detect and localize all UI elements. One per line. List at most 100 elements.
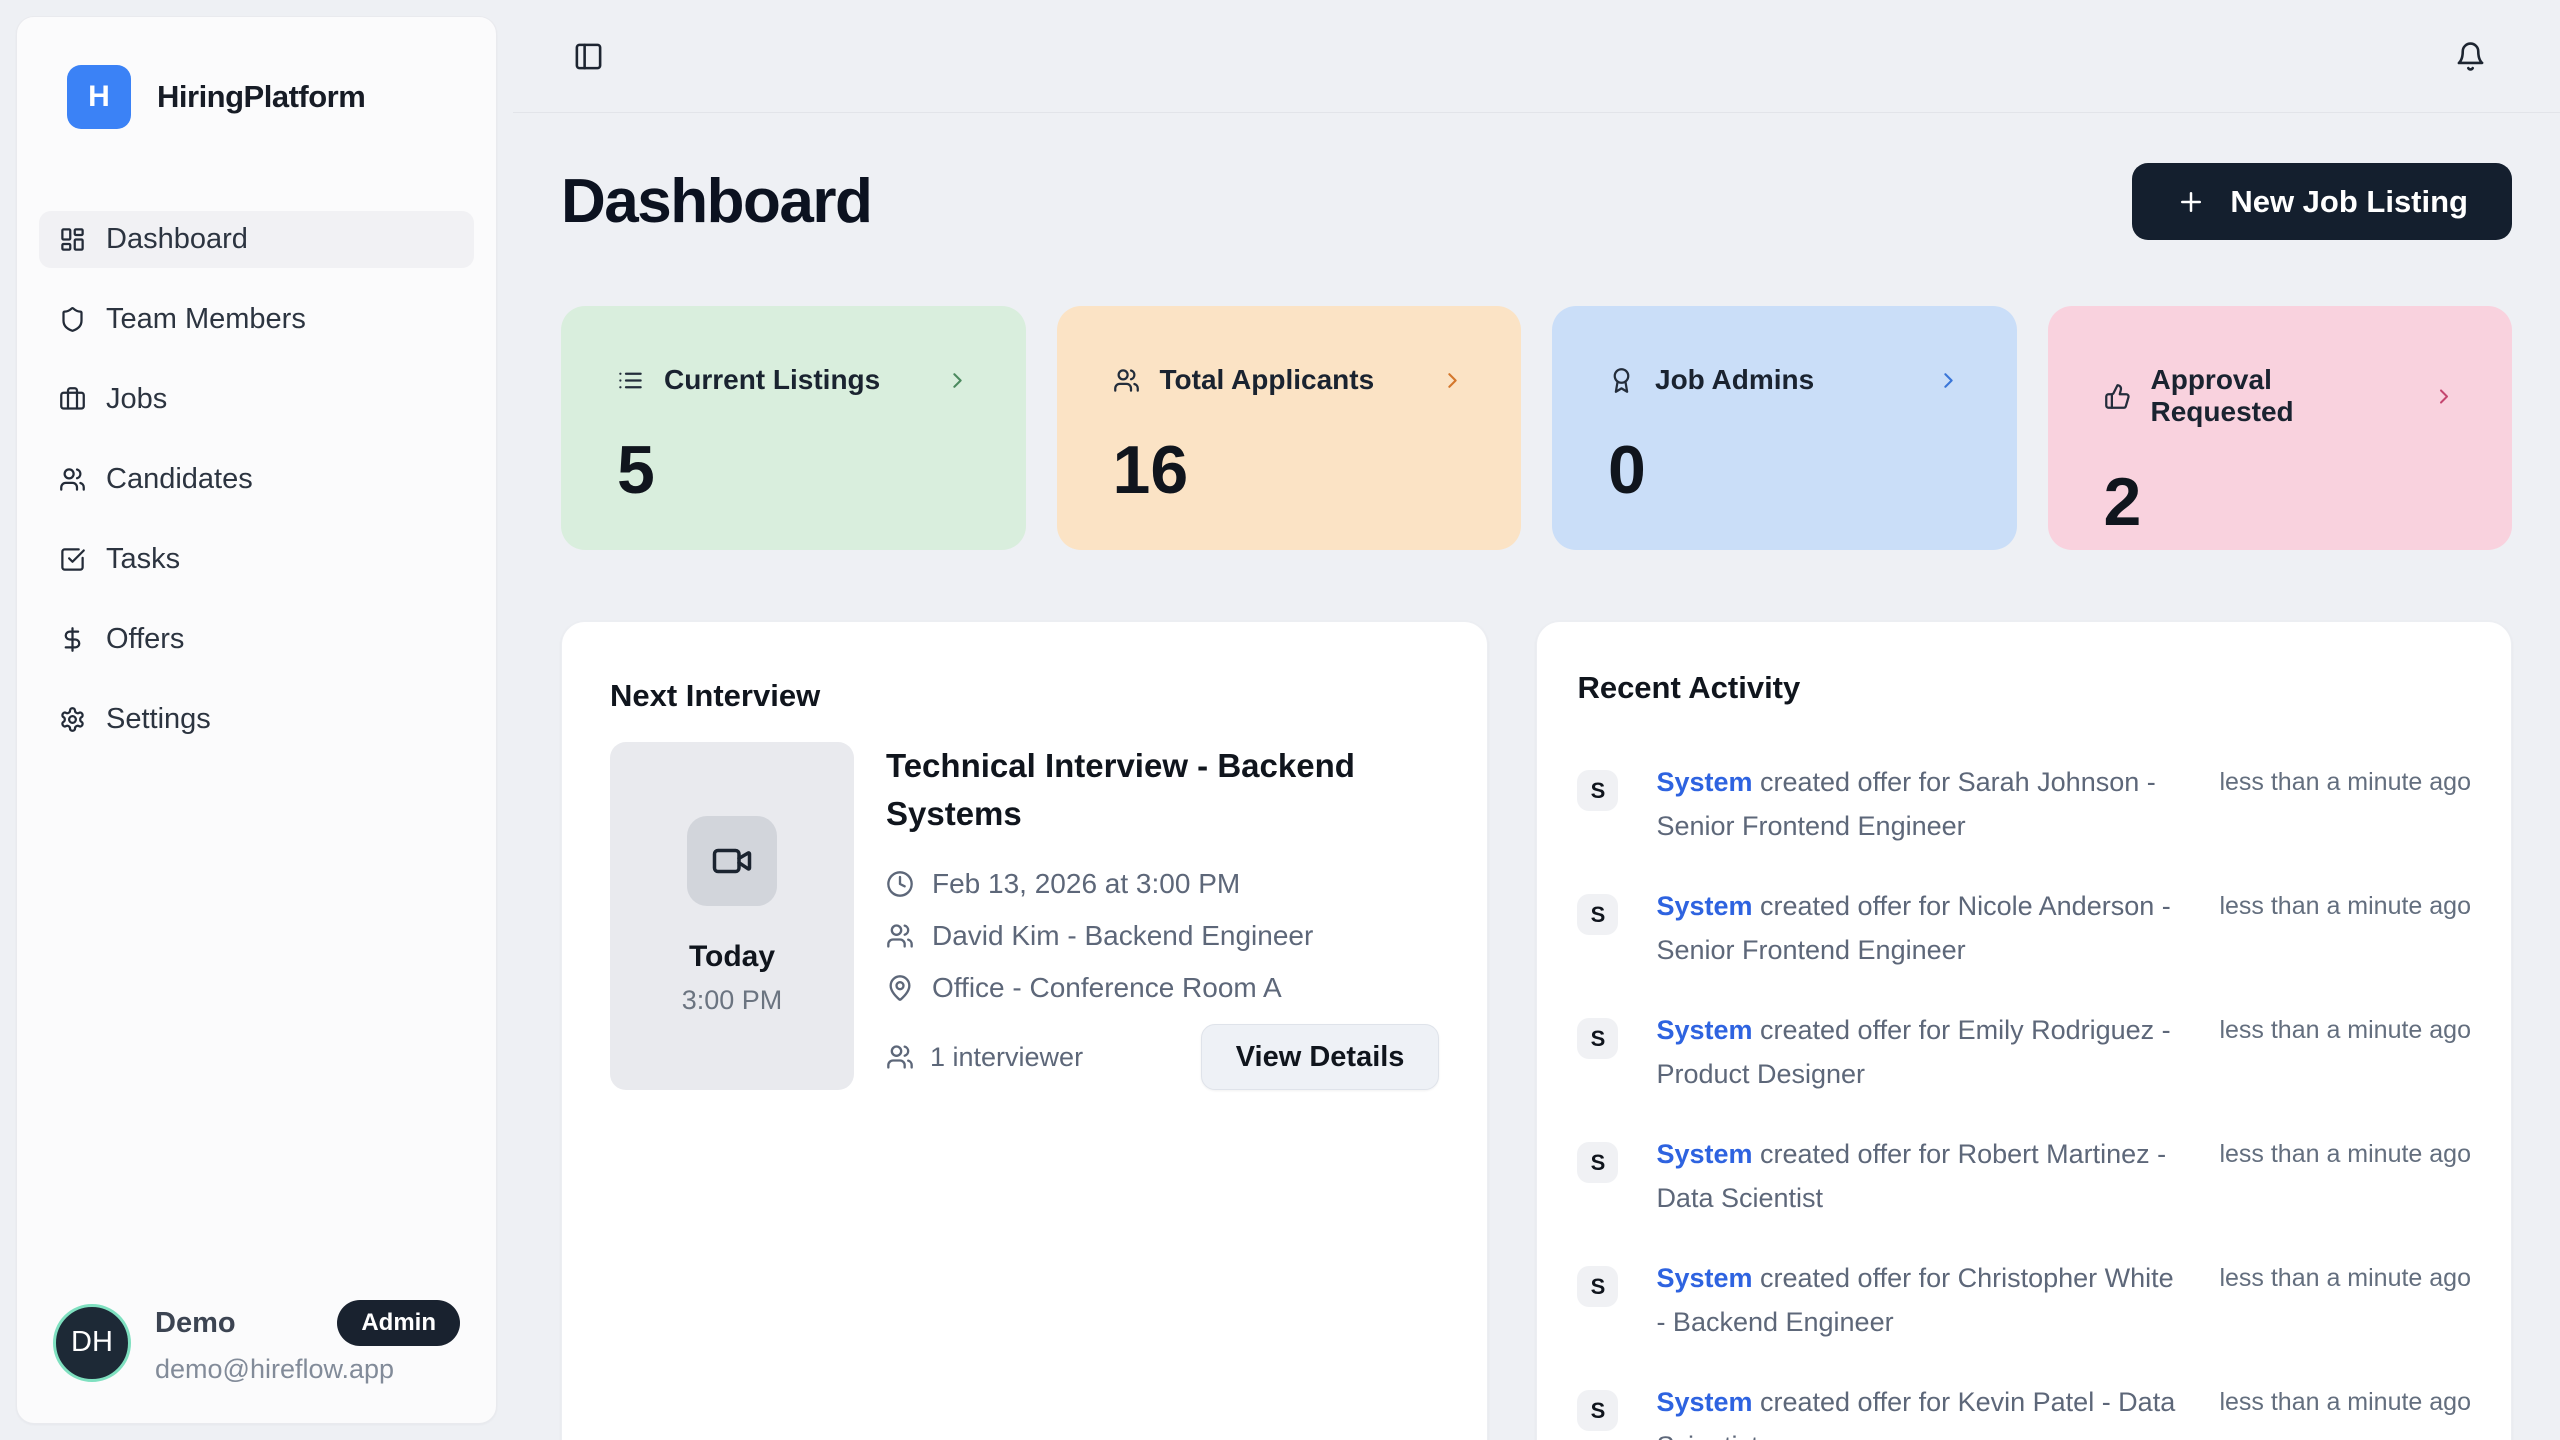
stat-card-current-listings[interactable]: Current Listings 5 <box>561 306 1026 550</box>
stat-card-approval-requested[interactable]: Approval Requested 2 <box>2047 306 2512 550</box>
brand: H HiringPlatform <box>39 65 474 129</box>
user-section[interactable]: DH Demo Admin demo@hireflow.app <box>39 1300 474 1393</box>
app-logo: H <box>67 65 131 129</box>
list-icon <box>619 372 642 388</box>
stat-label: Approval Requested <box>2150 364 2294 427</box>
stat-card-job-admins[interactable]: Job Admins 0 <box>1552 306 2017 550</box>
plus-icon <box>2181 191 2202 212</box>
activity-timestamp: less than a minute ago <box>2219 892 2471 920</box>
activity-text: created offer for Sarah Johnson - Senior… <box>1656 767 2156 841</box>
interviewer-count-label: 1 interviewer <box>930 1041 1084 1072</box>
activity-item: S System created offer for Nicole Anders… <box>1577 884 2471 972</box>
sidebar-item-candidates[interactable]: Candidates <box>39 451 474 508</box>
sidebar-nav: Dashboard Team Members Jobs Candidates T… <box>39 211 474 748</box>
interview-date-box: Today 3:00 PM <box>610 742 854 1090</box>
interviewer-count: 1 interviewer <box>886 1042 1083 1073</box>
user-email: demo@hireflow.app <box>155 1354 395 1384</box>
activity-actor[interactable]: System <box>1656 1387 1753 1417</box>
bell-icon[interactable] <box>2455 41 2486 72</box>
sidebar-item-jobs[interactable]: Jobs <box>39 371 474 428</box>
activity-actor[interactable]: System <box>1656 1139 1753 1169</box>
activity-avatar: S <box>1577 894 1619 935</box>
stat-value: 16 <box>1112 432 1189 508</box>
video-icon <box>712 848 752 874</box>
activity-avatar: S <box>1577 1018 1619 1059</box>
user-avatar: DH <box>53 1303 131 1382</box>
activity-timestamp: less than a minute ago <box>2219 1388 2471 1416</box>
dashboard-content: Dashboard New Job Listing Current Listin… <box>513 113 2560 1440</box>
activity-avatar: S <box>1577 770 1619 811</box>
clock-icon <box>887 870 913 897</box>
topbar <box>513 0 2560 113</box>
user-name: Demo <box>155 1306 236 1339</box>
view-details-button[interactable]: View Details <box>1200 1024 1440 1090</box>
activity-actor[interactable]: System <box>1656 767 1753 797</box>
main-area: Dashboard New Job Listing Current Listin… <box>513 0 2560 1440</box>
sidebar-item-label: Candidates <box>106 463 253 495</box>
activity-item: S System created offer for Sarah Johnson… <box>1577 760 2471 848</box>
chevron-right-icon <box>2439 388 2448 404</box>
new-job-listing-label: New Job Listing <box>2230 183 2468 219</box>
activity-actor[interactable]: System <box>1656 1263 1753 1293</box>
users-icon <box>1113 368 1139 392</box>
interview-person: David Kim - Backend Engineer <box>932 919 1314 951</box>
activity-timestamp: less than a minute ago <box>2219 1264 2471 1292</box>
stat-label: Total Applicants <box>1159 364 1375 395</box>
activity-text: created offer for Robert Martinez - Data… <box>1656 1139 2167 1213</box>
sidebar-item-label: Team Members <box>106 303 306 335</box>
stat-card-total-applicants[interactable]: Total Applicants 16 <box>1056 306 1521 550</box>
app-name: HiringPlatform <box>157 79 366 114</box>
stats-row: Current Listings 5 Total Applicants 16 J… <box>561 306 2512 550</box>
new-job-listing-button[interactable]: New Job Listing <box>2132 163 2512 240</box>
activity-text: created offer for Nicole Anderson - Seni… <box>1656 891 2171 965</box>
sidebar-item-label: Jobs <box>106 383 168 415</box>
sidebar-item-dashboard[interactable]: Dashboard <box>39 211 474 268</box>
stat-value: 5 <box>617 432 655 508</box>
sidebar: H HiringPlatform Dashboard Team Members … <box>16 16 497 1424</box>
chevron-right-icon <box>1943 372 1953 388</box>
interview-location-row: Office - Conference Room A <box>886 972 1439 1004</box>
check-square-icon <box>61 548 85 571</box>
sidebar-item-label: Dashboard <box>106 223 248 255</box>
stat-value: 2 <box>2103 464 2142 540</box>
sidebar-item-label: Settings <box>106 703 211 735</box>
activity-actor[interactable]: System <box>1656 1015 1753 1045</box>
interview-person-row: David Kim - Backend Engineer <box>886 920 1439 952</box>
shield-icon <box>62 307 83 332</box>
interview-datetime: Feb 13, 2026 at 3:00 PM <box>932 867 1241 899</box>
user-info: Demo Admin demo@hireflow.app <box>155 1300 460 1385</box>
sidebar-item-offers[interactable]: Offers <box>39 611 474 668</box>
sidebar-item-label: Offers <box>106 623 185 655</box>
sidebar-item-tasks[interactable]: Tasks <box>39 531 474 588</box>
sidebar-item-label: Tasks <box>106 543 181 575</box>
stat-value: 0 <box>1608 432 1646 508</box>
users-icon <box>887 924 913 948</box>
activity-text: created offer for Kevin Patel - Data Sci… <box>1656 1387 2176 1440</box>
activity-item: S System created offer for Emily Rodrigu… <box>1577 1008 2471 1096</box>
interview-location: Office - Conference Room A <box>932 971 1282 1003</box>
next-interview-title: Next Interview <box>610 678 821 713</box>
award-icon <box>1613 367 1630 393</box>
briefcase-icon <box>60 387 85 410</box>
activity-avatar: S <box>1577 1142 1619 1183</box>
activity-text: created offer for Emily Rodriguez - Prod… <box>1656 1015 2171 1089</box>
gear-icon <box>61 707 84 732</box>
activity-item: S System created offer for Robert Martin… <box>1577 1132 2471 1220</box>
sidebar-toggle-icon[interactable] <box>573 41 604 72</box>
dashboard-icon <box>61 228 84 251</box>
next-interview-card: Next Interview Today 3:00 PM Technical I… <box>561 621 1489 1440</box>
sidebar-item-team-members[interactable]: Team Members <box>39 291 474 348</box>
activity-timestamp: less than a minute ago <box>2219 768 2471 796</box>
video-icon-box <box>687 816 777 906</box>
interview-title: Technical Interview - Backend Systems <box>886 747 1355 832</box>
chevron-right-icon <box>952 372 962 388</box>
activity-avatar: S <box>1577 1266 1619 1307</box>
activity-actor[interactable]: System <box>1656 891 1753 921</box>
sidebar-item-settings[interactable]: Settings <box>39 691 474 748</box>
stat-label: Job Admins <box>1655 364 1815 395</box>
user-role-badge: Admin <box>337 1300 460 1346</box>
activity-item: S System created offer for Kevin Patel -… <box>1577 1380 2471 1440</box>
users-icon <box>887 1045 913 1069</box>
activity-item: S System created offer for Christopher W… <box>1577 1256 2471 1344</box>
users-icon <box>60 468 85 491</box>
